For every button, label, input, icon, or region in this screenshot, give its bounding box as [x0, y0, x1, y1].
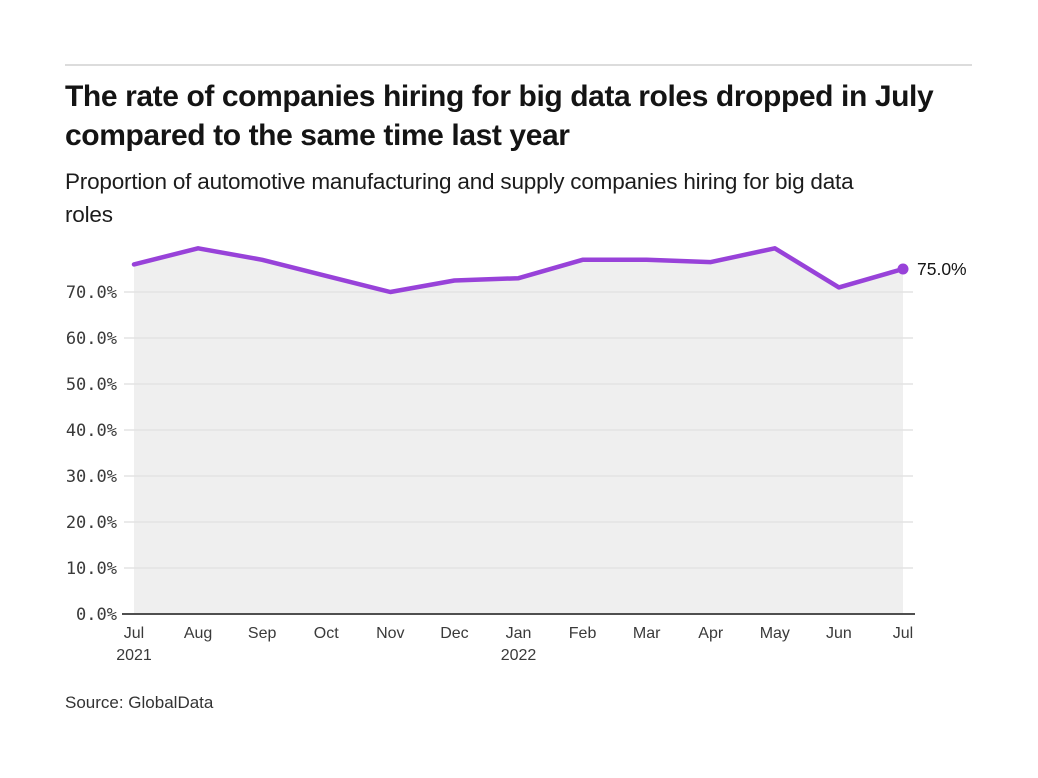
chart-subtitle: Proportion of automotive manufacturing a… — [65, 169, 854, 227]
x-tick-label: Dec — [440, 625, 468, 642]
x-tick-label: Aug — [184, 625, 212, 642]
x-tick-label: Apr — [698, 625, 724, 642]
source-caption: Source: GlobalData — [65, 693, 214, 712]
x-tick-label: Jul — [893, 625, 913, 642]
last-point-label: 75.0% — [917, 259, 967, 279]
series-area — [134, 248, 903, 615]
x-tick-label: Nov — [376, 625, 404, 642]
page-title: The rate of companies hiring for big dat… — [65, 80, 934, 152]
y-tick-label: 60.0% — [66, 329, 117, 349]
top-divider — [65, 64, 972, 66]
x-tick-label: Sep — [248, 625, 277, 642]
series-line — [131, 246, 906, 295]
y-tick-label: 20.0% — [66, 513, 117, 533]
x-tick-label: Oct — [314, 625, 339, 642]
last-point-dot — [897, 263, 909, 275]
x-tick-year-label: 2022 — [501, 647, 537, 664]
y-tick-label: 70.0% — [66, 283, 117, 303]
y-tick-label: 40.0% — [66, 421, 117, 441]
y-tick-label: 50.0% — [66, 375, 117, 395]
x-tick-label: Jun — [826, 625, 852, 642]
y-tick-label: 30.0% — [66, 467, 117, 487]
x-tick-label: Feb — [569, 625, 597, 642]
x-tick-label: Mar — [633, 625, 661, 642]
x-tick-year-label: 2021 — [116, 647, 152, 664]
x-tick-label: Jul — [124, 625, 144, 642]
x-tick-label: May — [760, 625, 790, 642]
y-tick-label: 10.0% — [66, 559, 117, 579]
y-tick-label: 0.0% — [76, 605, 117, 625]
x-tick-label: Jan — [506, 625, 532, 642]
